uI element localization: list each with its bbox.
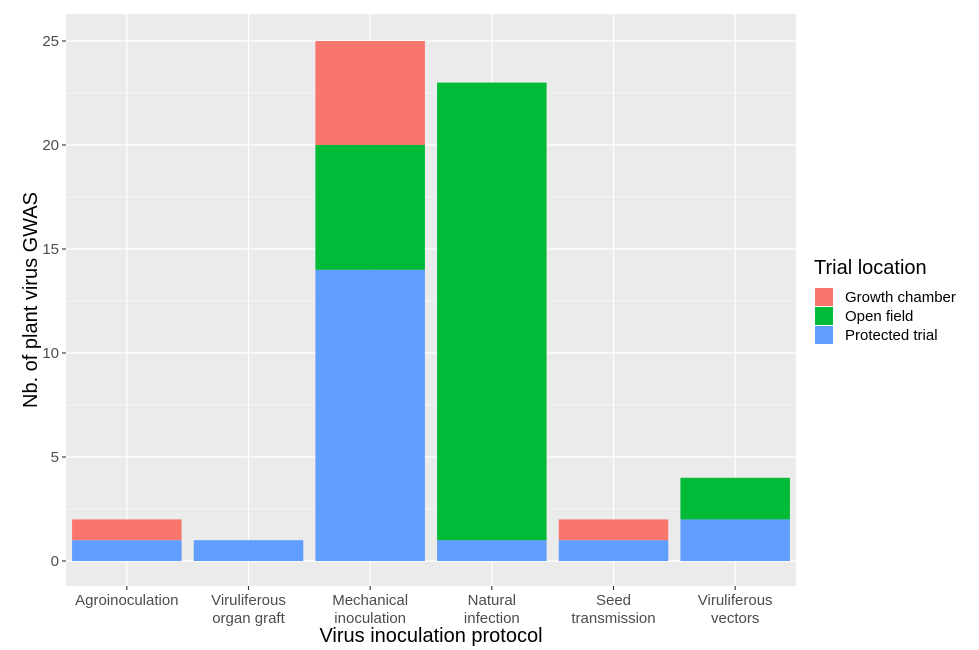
x-tick-label: Viruliferous [211, 592, 286, 609]
bar-segment [315, 41, 425, 145]
legend-title: Trial location [814, 257, 927, 279]
y-tick-label: 5 [51, 449, 59, 466]
bar-segment [72, 540, 182, 561]
bars [72, 41, 790, 561]
legend: Trial location Growth chamber Open field P… [814, 257, 956, 344]
bar-segment [72, 519, 182, 541]
bar-segment [680, 519, 790, 561]
legend-key [815, 288, 833, 306]
x-tick-label: vectors [711, 610, 759, 627]
bar-segment [315, 269, 425, 561]
legend-label: Open field [845, 308, 913, 325]
y-tick-label: 0 [51, 553, 59, 570]
bar-segment [680, 477, 790, 520]
x-tick-label: transmission [571, 610, 655, 627]
y-axis-title: Nb. of plant virus GWAS [20, 192, 42, 408]
bar-segment [193, 540, 304, 561]
y-tick-label: 20 [42, 137, 59, 154]
grid-minor [66, 92, 796, 510]
y-tick-label: 10 [42, 345, 59, 362]
plot-panel [66, 14, 796, 586]
x-tick-label: inoculation [334, 610, 406, 627]
legend-key [815, 326, 833, 344]
bar-segment [437, 540, 547, 561]
bar-segment [437, 82, 547, 541]
y-axis: 0 5 10 15 20 25 [42, 33, 66, 570]
x-tick-label: Seed [596, 592, 631, 609]
bar-segment [558, 540, 669, 561]
bar-segment [558, 519, 669, 541]
y-tick-label: 25 [42, 33, 59, 50]
legend-key [815, 307, 833, 325]
x-tick-label: Agroinoculation [75, 592, 178, 609]
legend-label: Protected trial [845, 327, 938, 344]
bar-segment [315, 145, 425, 270]
x-tick-label: Viruliferous [698, 592, 773, 609]
x-tick-label: Mechanical [332, 592, 408, 609]
x-tick-label: Natural [468, 592, 516, 609]
x-tick-label: organ graft [212, 610, 285, 627]
legend-label: Growth chamber [845, 289, 956, 306]
x-tick-label: infection [464, 610, 520, 627]
x-axis-title: Virus inoculation protocol [319, 625, 542, 647]
y-tick-label: 15 [42, 241, 59, 258]
